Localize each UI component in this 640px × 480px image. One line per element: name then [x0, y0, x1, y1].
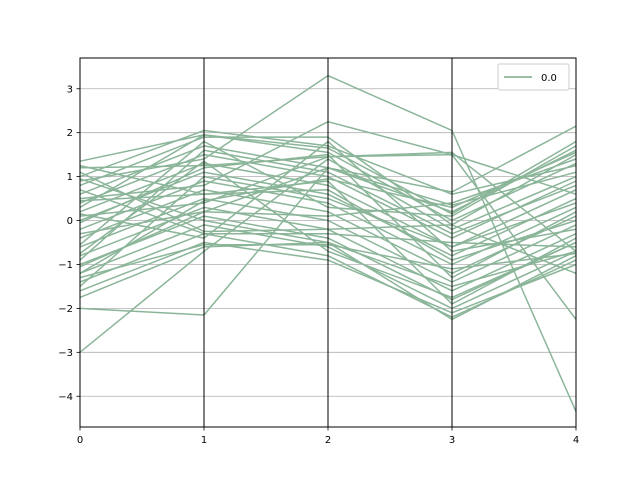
y-tick-label: 1 — [67, 172, 73, 183]
y-tick-label: −3 — [58, 348, 73, 359]
x-tick-label: 1 — [201, 435, 207, 446]
legend-box — [497, 63, 570, 91]
y-tick-label: −1 — [58, 260, 73, 271]
x-tick-label: 4 — [573, 435, 579, 446]
y-tick-label: 3 — [67, 84, 73, 95]
x-tick-label: 0 — [77, 435, 83, 446]
y-tick-label: 2 — [67, 128, 73, 139]
y-tick-label: 0 — [67, 216, 73, 227]
legend: 0.0 — [497, 63, 570, 91]
legend-label: 0.0 — [541, 73, 557, 84]
y-tick-label: −2 — [58, 304, 73, 315]
y-tick-label: −4 — [58, 392, 73, 403]
x-tick-label: 3 — [449, 435, 455, 446]
x-tick-label: 2 — [325, 435, 331, 446]
tick-labels: −4 −3 −2 −1 0 1 2 3 0 1 2 3 4 — [58, 84, 579, 446]
